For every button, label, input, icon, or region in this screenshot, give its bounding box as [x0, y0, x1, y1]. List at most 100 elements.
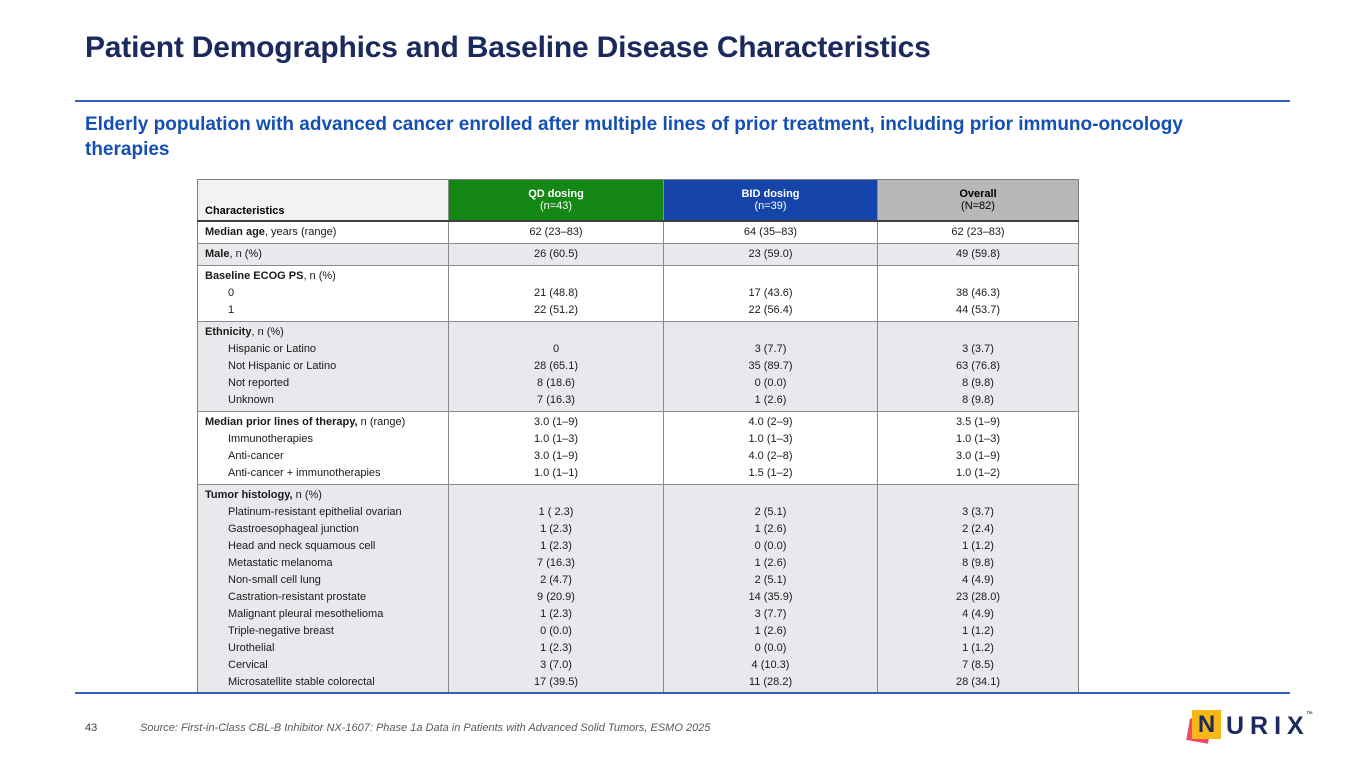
row-label: Immunotherapies	[228, 432, 313, 445]
table-row: Median prior lines of therapy, n (range)…	[197, 410, 1079, 431]
value-cell: 3.5 (1–9)	[877, 410, 1079, 431]
row-label: Microsatellite stable colorectal	[228, 675, 375, 688]
value-cell: 8 (9.8)	[877, 554, 1079, 572]
value-cell: 44 (53.7)	[877, 301, 1079, 321]
value-cell	[448, 320, 664, 341]
table-row: Platinum-resistant epithelial ovarian 1 (…	[198, 503, 1079, 521]
value-cell: 2 (5.1)	[663, 503, 878, 521]
table-group: Median prior lines of therapy, n (range)…	[197, 410, 1079, 484]
row-label: Baseline ECOG PS, n (%)	[197, 264, 449, 285]
table-row: Baseline ECOG PS, n (%)	[197, 264, 1079, 285]
column-header-characteristics: Characteristics	[197, 179, 449, 222]
value-cell: 1 (2.6)	[663, 391, 878, 411]
value-cell	[663, 264, 878, 285]
nurix-logo-mark: N	[1186, 708, 1222, 744]
column-header-qd-dosing: QD dosing (n=43)	[448, 179, 664, 222]
value-cell: 17 (43.6)	[663, 284, 878, 302]
value-cell: 8 (9.8)	[877, 374, 1079, 392]
value-cell: 28 (65.1)	[448, 357, 664, 375]
table-row: Immunotherapies 1.0 (1–3) 1.0 (1–3) 1.0 (1–…	[198, 430, 1079, 448]
row-label: Not Hispanic or Latino	[228, 359, 337, 372]
value-cell: 1 (2.3)	[448, 605, 664, 623]
row-label: Anti-cancer	[228, 449, 284, 462]
value-cell: 1.0 (1–1)	[448, 464, 664, 484]
value-cell: 0 (0.0)	[663, 374, 878, 392]
logo-letter-n: N	[1197, 710, 1216, 738]
logo-yellow-square: N	[1192, 710, 1221, 739]
value-cell: 8 (9.8)	[877, 391, 1079, 411]
column-header-overall: Overall (N=82)	[877, 179, 1079, 222]
value-cell: 14 (35.9)	[663, 588, 878, 606]
value-cell: 7 (16.3)	[448, 391, 664, 411]
table-row: Non-small cell lung 2 (4.7) 2 (5.1) 4 (4.9)	[198, 571, 1079, 589]
table-group: Male, n (%) 26 (60.5) 23 (59.0) 49 (59.8)	[197, 242, 1079, 265]
column-header-label: BID dosing	[741, 187, 800, 200]
value-cell: 3.0 (1–9)	[448, 447, 664, 465]
row-label: Hispanic or Latino	[228, 342, 317, 355]
table-header-row: Characteristics QD dosing (n=43) BID dos…	[197, 179, 1079, 222]
value-cell: 22 (56.4)	[663, 301, 878, 321]
value-cell: 8 (18.6)	[448, 374, 664, 392]
table-row: Microsatellite stable colorectal 17 (39.5…	[198, 673, 1079, 693]
row-label: Urothelial	[228, 641, 275, 654]
value-cell: 2 (2.4)	[877, 520, 1079, 538]
value-cell: 9 (20.9)	[448, 588, 664, 606]
row-label: Castration-resistant prostate	[228, 590, 367, 603]
value-cell: 63 (76.8)	[877, 357, 1079, 375]
row-label: Metastatic melanoma	[228, 556, 333, 569]
value-cell: 49 (59.8)	[877, 242, 1079, 265]
value-cell: 22 (51.2)	[448, 301, 664, 321]
column-header-n: (N=82)	[961, 199, 995, 212]
table-row: Median age, years (range) 62 (23–83) 64 (3…	[197, 220, 1079, 243]
value-cell	[877, 320, 1079, 341]
table-row: Malignant pleural mesothelioma 1 (2.3) 3 (…	[198, 605, 1079, 623]
column-header-label: Overall	[959, 187, 997, 200]
value-cell: 4.0 (2–8)	[663, 447, 878, 465]
value-cell: 1 (1.2)	[877, 639, 1079, 657]
row-label: 0	[228, 286, 235, 299]
value-cell: 1 (2.3)	[448, 537, 664, 555]
table-row: Triple-negative breast 0 (0.0) 1 (2.6) 1 (1…	[198, 622, 1079, 640]
value-cell: 3 (7.7)	[663, 605, 878, 623]
value-cell: 3 (3.7)	[877, 340, 1079, 358]
row-label: Gastroesophageal junction	[228, 522, 359, 535]
value-cell: 0 (0.0)	[448, 622, 664, 640]
value-cell: 38 (46.3)	[877, 284, 1079, 302]
trademark-symbol: ™	[1305, 710, 1313, 718]
table-row: Anti-cancer + immunotherapies 1.0 (1–1) 1.…	[198, 464, 1079, 484]
row-label: Not reported	[228, 376, 290, 389]
page-title: Patient Demographics and Baseline Diseas…	[85, 31, 931, 64]
row-label: Ethnicity, n (%)	[197, 320, 449, 341]
value-cell: 2 (5.1)	[663, 571, 878, 589]
value-cell: 1 (2.6)	[663, 622, 878, 640]
row-label: Median age, years (range)	[197, 220, 449, 243]
table-group: Tumor histology, n (%) Platinum-resistant…	[197, 483, 1079, 693]
row-label: Non-small cell lung	[228, 573, 321, 586]
row-label: 1	[228, 303, 235, 316]
column-header-label: QD dosing	[528, 187, 584, 200]
table-row: Metastatic melanoma 7 (16.3) 1 (2.6) 8 (9.8…	[198, 554, 1079, 572]
table-group: Ethnicity, n (%) Hispanic or Latino 0 3 (7.…	[197, 320, 1079, 411]
table-row: Urothelial 1 (2.3) 0 (0.0) 1 (1.2)	[198, 639, 1079, 657]
value-cell: 0 (0.0)	[663, 537, 878, 555]
row-label: Cervical	[228, 658, 268, 671]
page-number: 43	[85, 722, 98, 734]
value-cell: 1 (2.6)	[663, 520, 878, 538]
value-cell: 28 (34.1)	[877, 673, 1079, 693]
demographics-table: Characteristics QD dosing (n=43) BID dos…	[197, 179, 1079, 694]
value-cell: 35 (89.7)	[663, 357, 878, 375]
value-cell	[448, 264, 664, 285]
value-cell: 1 (2.6)	[663, 554, 878, 572]
value-cell: 17 (39.5)	[448, 673, 664, 693]
table-row: Hispanic or Latino 0 3 (7.7) 3 (3.7)	[198, 340, 1079, 358]
footer-divider-rule	[75, 692, 1290, 694]
value-cell: 4 (4.9)	[877, 571, 1079, 589]
value-cell: 2 (4.7)	[448, 571, 664, 589]
value-cell: 4.0 (2–9)	[663, 410, 878, 431]
value-cell: 7 (8.5)	[877, 656, 1079, 674]
table-row: Male, n (%) 26 (60.5) 23 (59.0) 49 (59.8)	[197, 242, 1079, 265]
slide-subtitle: Elderly population with advanced cancer …	[85, 114, 1183, 160]
row-label: Male, n (%)	[197, 242, 449, 265]
value-cell: 3 (7.0)	[448, 656, 664, 674]
